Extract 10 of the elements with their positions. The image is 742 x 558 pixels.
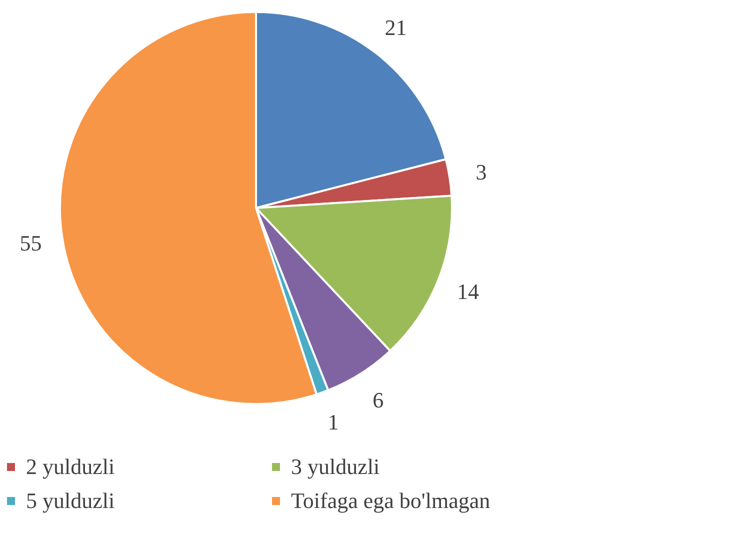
data-label: 21 bbox=[384, 14, 407, 40]
data-label: 14 bbox=[456, 278, 479, 304]
data-label: 1 bbox=[328, 410, 339, 435]
legend-label: 5 yulduzli bbox=[26, 488, 115, 513]
legend-label: Toifaga ega bo'lmagan bbox=[291, 488, 490, 513]
data-label: 3 bbox=[476, 159, 487, 184]
data-label: 55 bbox=[20, 230, 42, 256]
legend-label: 2 yulduzli bbox=[26, 454, 115, 479]
legend-label: 3 yulduzli bbox=[291, 454, 380, 479]
data-label: 6 bbox=[372, 388, 384, 413]
